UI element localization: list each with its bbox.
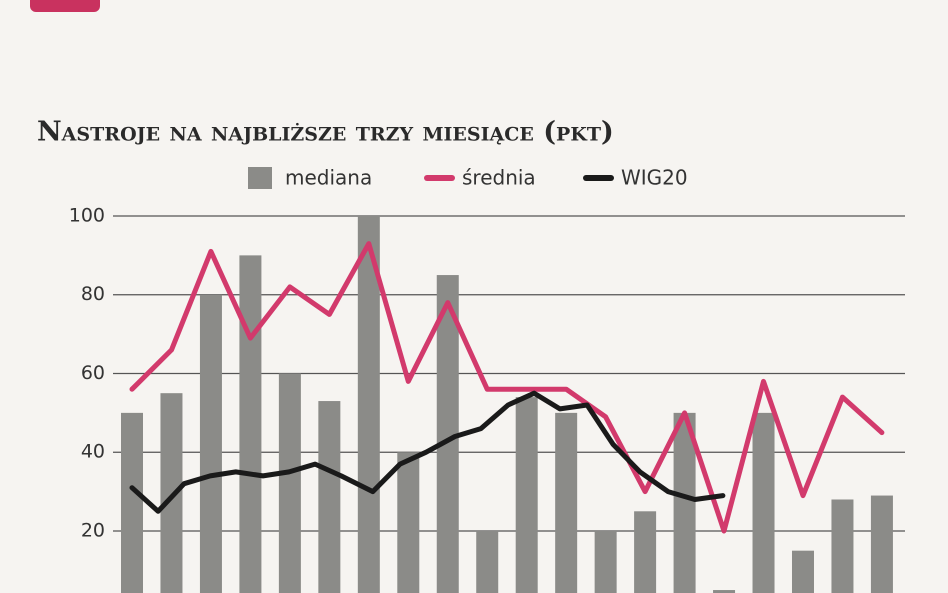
bar	[515, 397, 538, 593]
legend-label: WIG20	[621, 166, 688, 190]
legend-label: średnia	[462, 166, 536, 190]
y-tick-label: 100	[69, 205, 105, 227]
bar	[160, 393, 183, 593]
bar	[436, 275, 459, 593]
bar	[673, 412, 696, 593]
bar	[278, 373, 301, 593]
bar	[752, 412, 775, 593]
logo-badge	[30, 0, 100, 12]
bar	[555, 412, 578, 593]
legend-label: mediana	[285, 166, 372, 190]
legend-swatch	[248, 167, 272, 189]
bar	[121, 412, 143, 593]
bar	[791, 550, 814, 593]
bar	[713, 590, 736, 593]
bar	[239, 255, 262, 593]
bar	[357, 216, 380, 593]
bar	[831, 499, 854, 593]
bar	[476, 530, 499, 593]
chart-title: Nastroje na najbliższe trzy miesiące (pk…	[37, 117, 614, 148]
y-tick-label: 40	[81, 441, 105, 463]
y-tick-label: 20	[81, 519, 105, 541]
bar	[199, 294, 222, 593]
bar	[870, 495, 893, 593]
bar	[318, 401, 341, 593]
bar	[397, 452, 420, 593]
line-series	[129, 390, 726, 514]
y-tick-label: 80	[81, 283, 105, 305]
line-series	[129, 241, 885, 534]
y-tick-label: 60	[81, 362, 105, 384]
bar	[594, 530, 617, 593]
bar	[634, 511, 657, 593]
